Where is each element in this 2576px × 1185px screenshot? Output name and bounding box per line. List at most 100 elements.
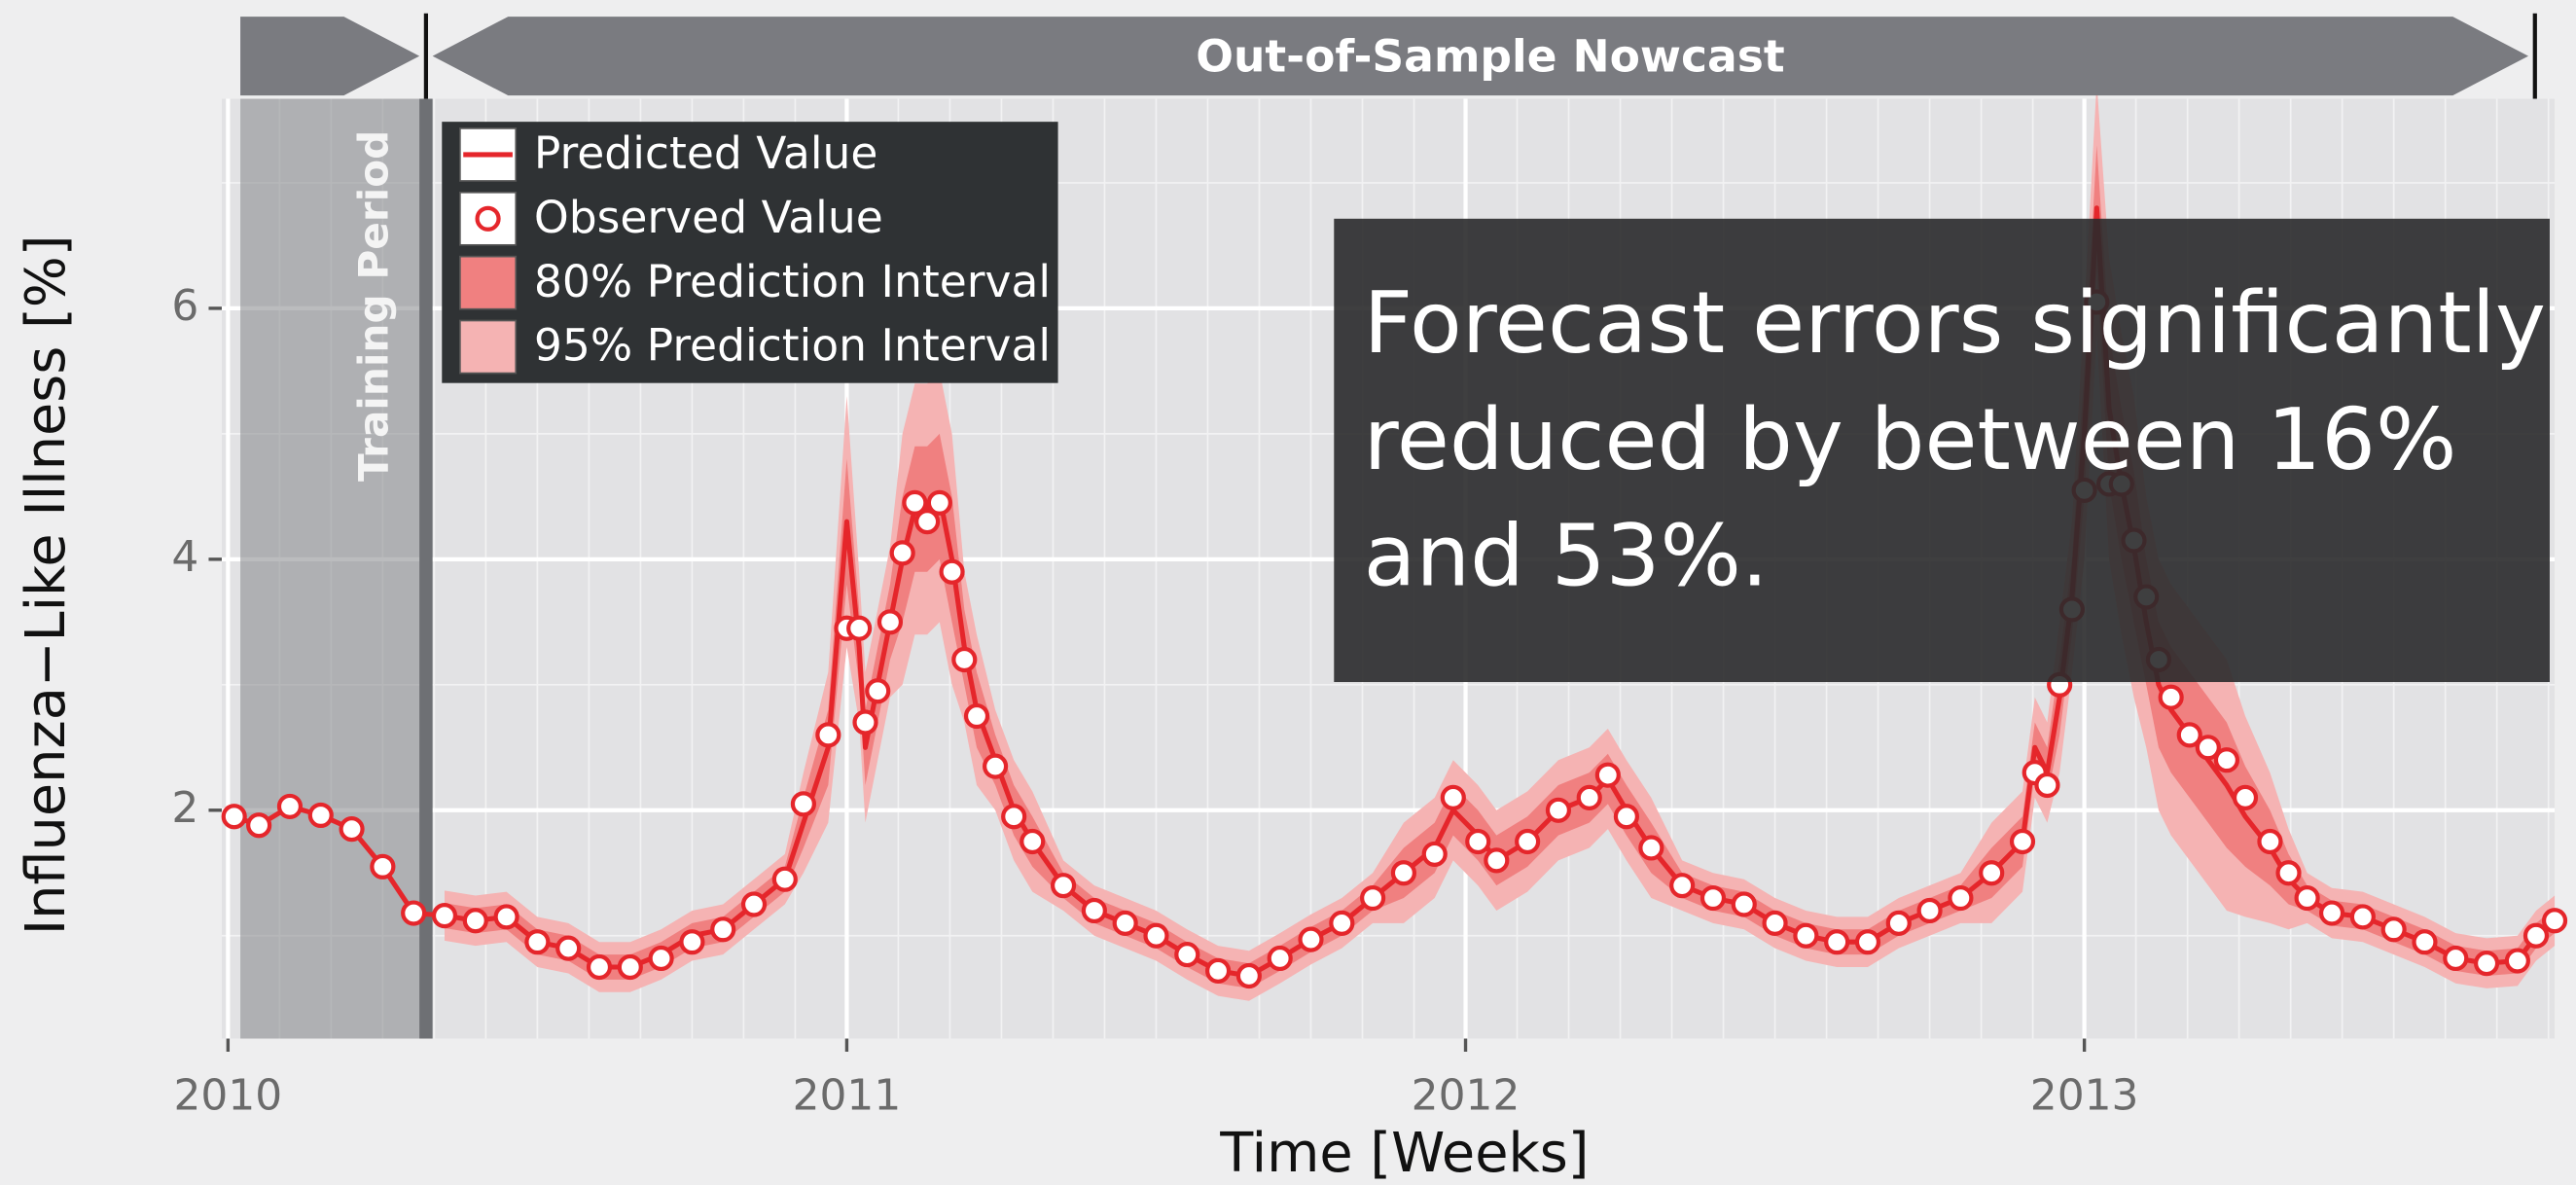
legend-key (459, 255, 518, 310)
banner-label: Out-of-Sample Nowcast (1196, 30, 1785, 82)
observed-point (877, 609, 904, 635)
observed-point (1421, 841, 1448, 868)
x-tick-label: 2013 (2030, 1070, 2139, 1120)
observed-point (1613, 804, 1639, 830)
x-axis-label: Time [Weeks] (1219, 1122, 1589, 1185)
observed-point (2275, 860, 2302, 886)
observed-point (2213, 747, 2240, 773)
observed-point (462, 908, 488, 934)
training-label: Training Period (350, 130, 398, 482)
y-tick-label: 6 (171, 281, 198, 331)
observed-point (2318, 900, 2345, 926)
observed-point (1112, 910, 1138, 936)
observed-point (1001, 804, 1027, 830)
observed-point (1081, 897, 1107, 924)
observed-point (431, 903, 458, 929)
observed-point (648, 945, 674, 972)
observed-point (1762, 910, 1788, 936)
legend-label: Predicted Value (534, 127, 878, 179)
observed-point (926, 489, 952, 516)
observed-point (815, 722, 841, 748)
legend-label: 95% Prediction Interval (534, 320, 1051, 372)
observed-point (865, 678, 891, 704)
observed-point (1638, 835, 1664, 861)
observed-point (1298, 926, 1324, 952)
observed-point (1885, 910, 1912, 936)
observed-point (246, 812, 272, 839)
observed-point (617, 953, 643, 981)
observed-point (1824, 929, 1850, 955)
legend-box (442, 122, 1058, 383)
training-boundary (419, 98, 433, 1039)
observed-point (1174, 942, 1200, 968)
annotation-text: and 53%. (1364, 506, 1769, 606)
x-tick-label: 2011 (793, 1070, 902, 1120)
observed-point (914, 509, 941, 535)
observed-point (221, 804, 247, 830)
y-tick-label: 2 (171, 783, 198, 833)
banner-arrow (432, 17, 2529, 96)
observed-point (2443, 945, 2469, 972)
observed-point (951, 646, 978, 673)
legend-label: 80% Prediction Interval (534, 256, 1051, 307)
observed-point (889, 540, 915, 566)
observed-point (1020, 828, 1046, 855)
observed-point (2294, 884, 2320, 912)
observed-point (276, 793, 304, 819)
observed-point (1360, 884, 1386, 912)
overlay: Forecast errors significantly reduced by … (442, 122, 2550, 683)
observed-point (939, 558, 965, 585)
observed-point (1916, 897, 1943, 924)
observed-point (1545, 797, 1572, 823)
observed-point (2158, 684, 2184, 710)
x-tick-label: 2012 (1412, 1070, 1521, 1120)
y-axis-label: Influenza−Like Illness [%] (15, 234, 78, 935)
observed-point (2349, 904, 2376, 930)
x-tick-label: 2010 (173, 1070, 282, 1120)
observed-point (2380, 916, 2407, 943)
observed-point (679, 929, 705, 955)
observed-point (1594, 762, 1621, 788)
observed-point (1948, 884, 1974, 912)
observed-point (2232, 784, 2259, 810)
observed-point (555, 935, 582, 961)
observed-point (790, 791, 816, 817)
observed-point (2504, 948, 2530, 974)
observed-point (2034, 772, 2060, 799)
banner-arrow (240, 17, 420, 96)
observed-point (1440, 784, 1466, 810)
observed-point (2176, 722, 2202, 748)
observed-point (1731, 891, 1757, 917)
observed-point (1484, 847, 1510, 874)
observed-point (902, 489, 928, 516)
observed-point (1793, 922, 1819, 949)
legend-label: Observed Value (534, 192, 883, 243)
observed-point (1699, 884, 1727, 912)
observed-point (2522, 922, 2550, 949)
legend-key (459, 319, 518, 375)
observed-point (983, 753, 1009, 779)
training-shade (240, 98, 426, 1039)
observed-point (1143, 922, 1169, 949)
observed-point (1854, 929, 1881, 955)
observed-point (963, 702, 990, 730)
observed-point (493, 904, 519, 930)
observed-point (1465, 828, 1491, 855)
observed-point (2195, 735, 2221, 761)
legend-point (475, 205, 501, 232)
annotation-text: Forecast errors significantly (1364, 272, 2546, 373)
observed-point (1669, 873, 1696, 899)
observed-point (2473, 951, 2500, 977)
observed-point (2257, 828, 2283, 855)
observed-point (1979, 860, 2005, 886)
observed-point (370, 853, 396, 880)
observed-point (2541, 908, 2568, 934)
observed-point (1390, 860, 1417, 886)
observed-point (846, 615, 873, 641)
observed-point (740, 891, 768, 917)
observed-point (339, 816, 365, 843)
observed-point (1235, 962, 1262, 989)
observed-point (710, 916, 736, 943)
observed-point (401, 900, 427, 926)
